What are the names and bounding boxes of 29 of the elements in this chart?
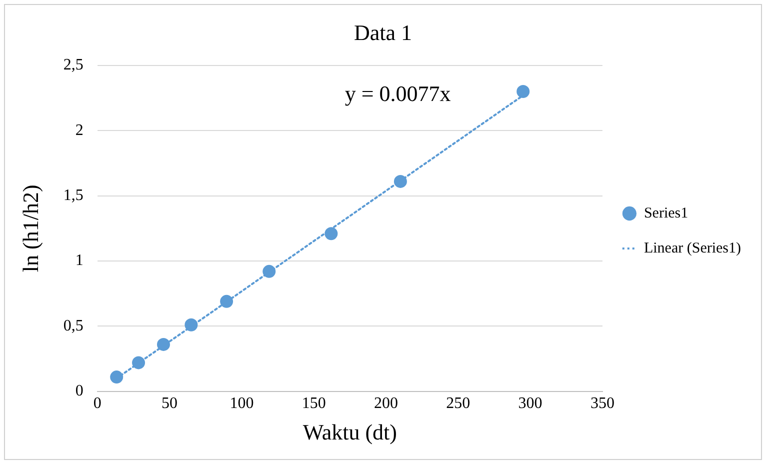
y-tick-label: 1 xyxy=(75,252,84,270)
point xyxy=(132,356,146,370)
y-axis-title: ln (h1/h2) xyxy=(18,184,43,272)
x-tick-label: 0 xyxy=(93,395,102,412)
point xyxy=(156,338,170,351)
y-tick-label: 0 xyxy=(75,382,84,400)
x-tick-label: 50 xyxy=(162,395,178,412)
y-tick-label: 0,5 xyxy=(63,317,84,334)
legend-label: Series1 xyxy=(644,205,688,222)
x-tick-label: 200 xyxy=(374,395,398,412)
point xyxy=(184,318,198,332)
point xyxy=(110,370,124,384)
point xyxy=(394,174,407,188)
x-axis-title: Waktu (dt) xyxy=(302,420,398,445)
y-tick-label: 1,5 xyxy=(63,187,84,204)
y-tick-label: 2,5 xyxy=(63,56,84,74)
x-tick-label: 350 xyxy=(590,395,614,412)
y-tick-label: 2 xyxy=(75,122,84,139)
x-tick-label: 150 xyxy=(302,395,326,412)
point xyxy=(324,227,338,240)
legend-label: Linear (Series1) xyxy=(644,240,742,256)
x-tick-label: 100 xyxy=(230,395,254,412)
point xyxy=(516,84,530,98)
point xyxy=(220,294,234,308)
annotation: y = 0.0077x xyxy=(344,81,451,106)
x-tick-label: 250 xyxy=(446,395,470,412)
chart-title: Data 1 xyxy=(354,20,412,45)
x-tick-label: 300 xyxy=(518,395,542,412)
point xyxy=(262,264,276,278)
